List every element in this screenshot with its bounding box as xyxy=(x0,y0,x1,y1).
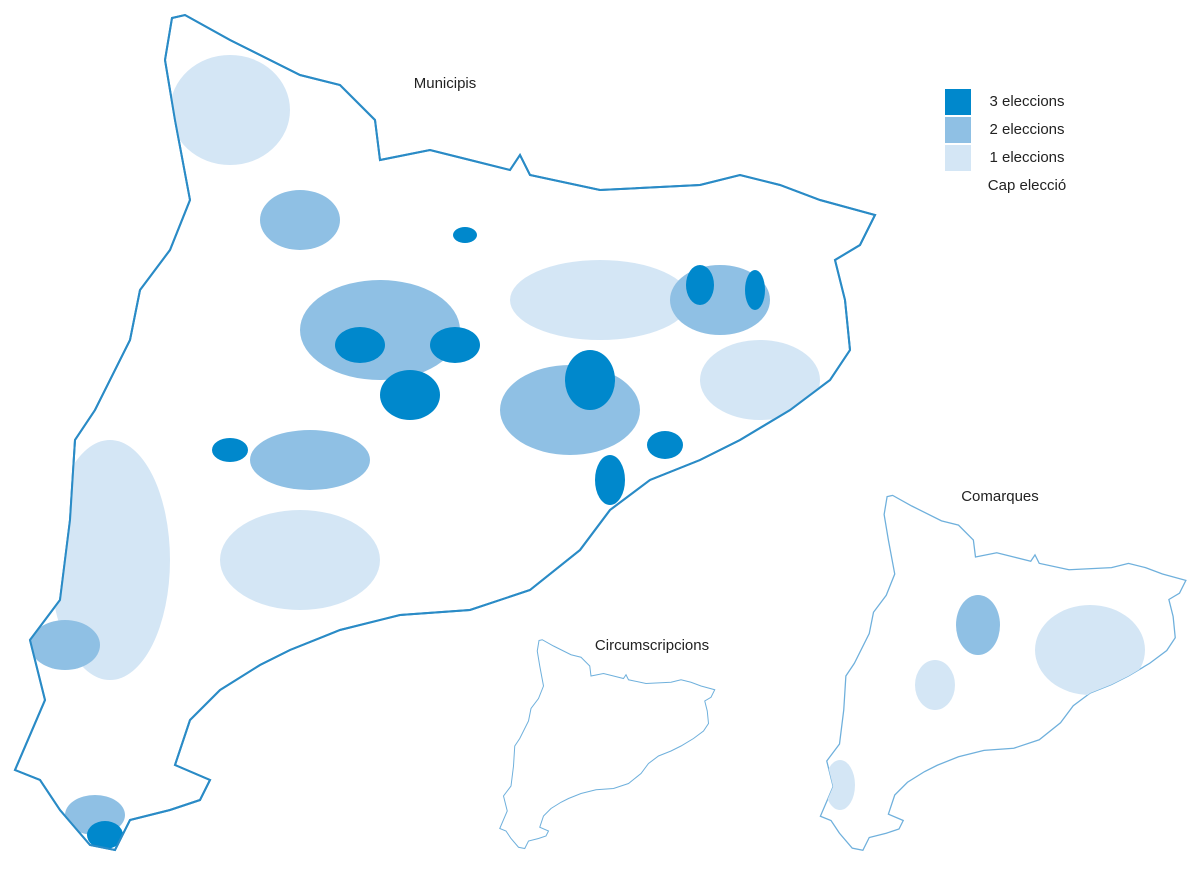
municipality-fills xyxy=(30,55,820,849)
main-map: Municipis xyxy=(14,14,876,851)
region xyxy=(170,55,290,165)
region xyxy=(212,438,248,462)
legend: 3 eleccions 2 eleccions 1 eleccions Cap ele… xyxy=(945,89,1066,199)
legend-swatch xyxy=(945,145,971,171)
region xyxy=(745,270,765,310)
legend-label: 2 eleccions xyxy=(989,121,1064,138)
map-title: Comarques xyxy=(961,488,1039,505)
region xyxy=(595,455,625,505)
region xyxy=(260,190,340,250)
legend-label: 3 eleccions xyxy=(989,93,1064,110)
region xyxy=(700,340,820,420)
region xyxy=(335,327,385,363)
region xyxy=(30,620,100,670)
region xyxy=(220,510,380,610)
region xyxy=(510,260,690,340)
region xyxy=(915,660,955,710)
legend-swatch xyxy=(945,89,971,115)
region xyxy=(453,227,477,243)
legend-label: Cap elecció xyxy=(988,177,1066,194)
region xyxy=(300,280,460,380)
map-title: Circumscripcions xyxy=(595,637,709,654)
map-outline xyxy=(14,14,876,851)
region xyxy=(50,440,170,680)
region xyxy=(565,350,615,410)
region xyxy=(686,265,714,305)
map-title: Municipis xyxy=(414,75,477,92)
region xyxy=(825,760,855,810)
legend-label: 1 eleccions xyxy=(989,149,1064,166)
region xyxy=(956,595,1000,655)
legend-swatch xyxy=(945,117,971,143)
comarca-fills xyxy=(825,595,1145,810)
region xyxy=(647,431,683,459)
region xyxy=(250,430,370,490)
region xyxy=(87,821,123,849)
map-outline xyxy=(499,639,716,849)
region xyxy=(1035,605,1145,695)
region xyxy=(380,370,440,420)
circumscription-map: Circumscripcions xyxy=(499,637,716,849)
region xyxy=(430,327,480,363)
legend-swatch xyxy=(945,173,971,199)
comarca-map: Comarques xyxy=(819,488,1187,851)
